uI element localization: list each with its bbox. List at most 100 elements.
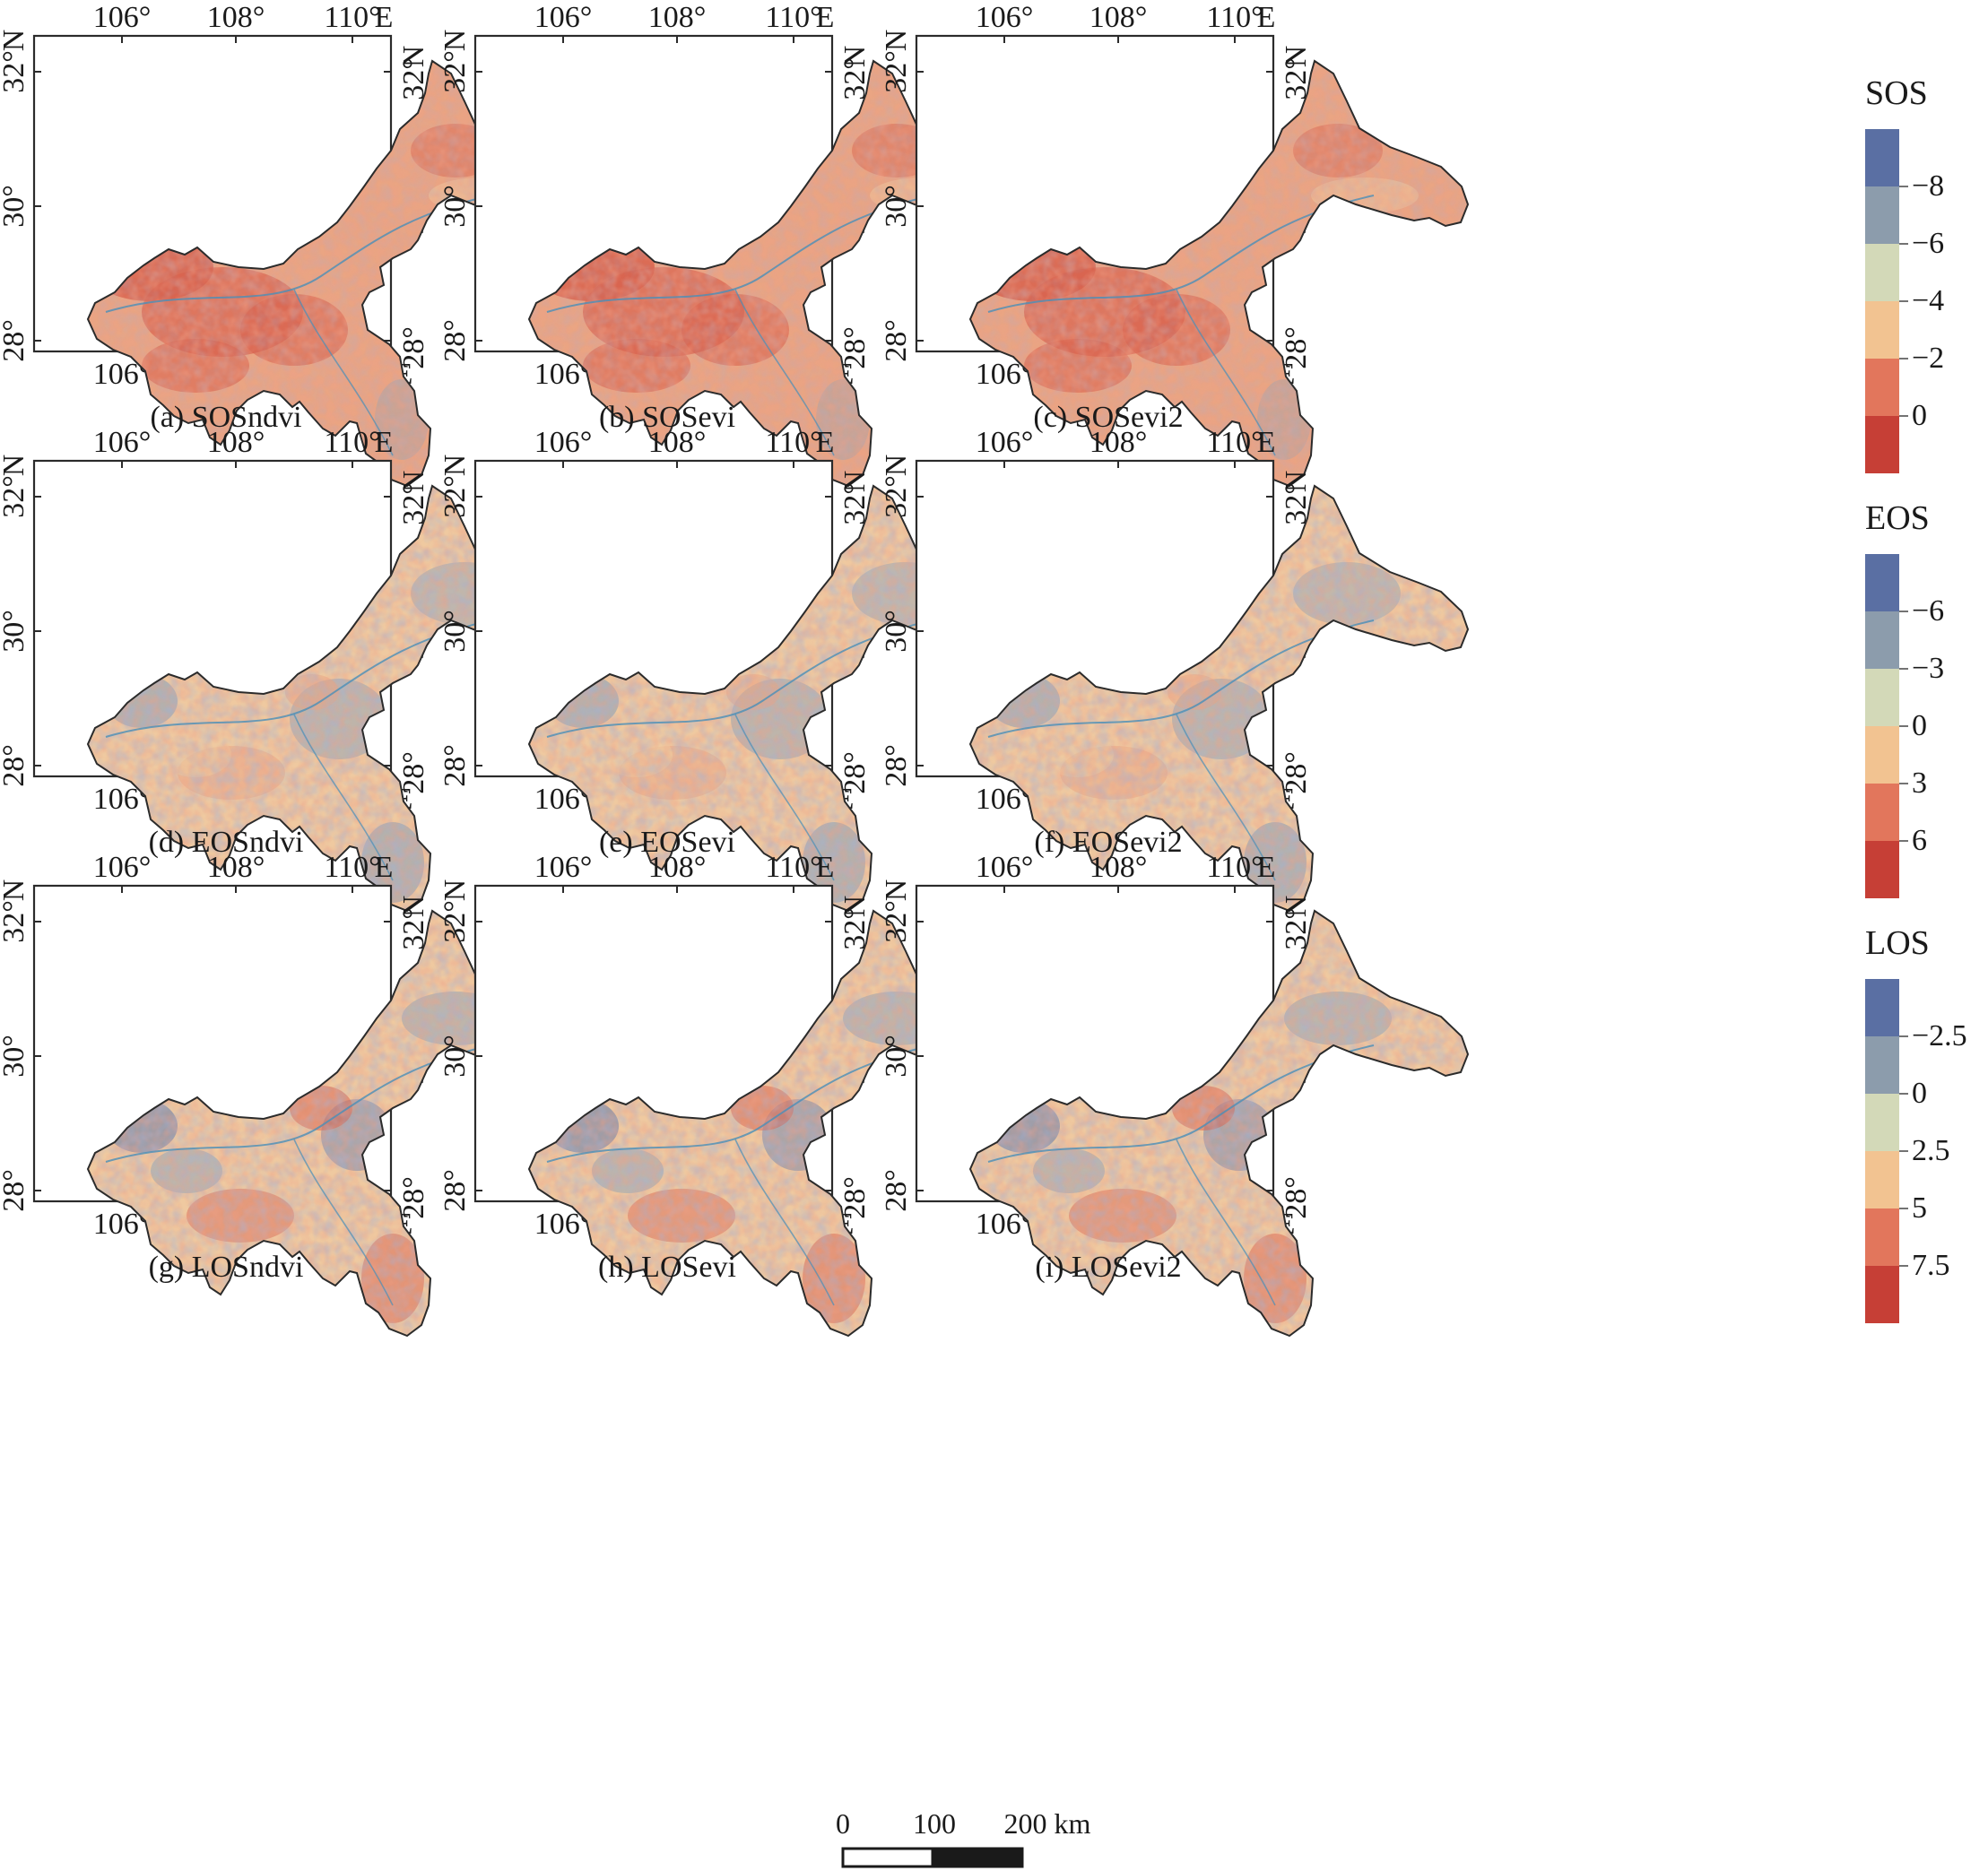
top-lon-label: 106°	[93, 851, 152, 884]
region-outline	[527, 484, 1029, 913]
region-outline	[527, 909, 1029, 1338]
left-lat-label: 32°	[0, 50, 30, 93]
left-lat-label: 28°	[438, 744, 472, 787]
right-lat-label: N	[1280, 46, 1313, 68]
right-lat-label: 28°	[838, 1176, 872, 1219]
legend-label: −6	[1912, 227, 1944, 260]
left-lat-label: N	[0, 455, 30, 477]
top-lon-label: 106°	[534, 851, 593, 884]
river-line	[293, 714, 394, 881]
top-lon-label: 110°	[765, 851, 821, 884]
legend-swatch	[1865, 611, 1899, 669]
panel-caption: (c) SOSevi2	[1033, 401, 1183, 434]
top-lon-label: 110°	[1206, 1, 1263, 34]
river-line	[734, 1139, 835, 1306]
legend-label: 0	[1912, 1077, 1927, 1110]
scale-label-200km: 200 km	[1004, 1807, 1091, 1840]
top-lon-label: E	[816, 851, 835, 884]
scale-label-100: 100	[913, 1807, 956, 1840]
top-lon-label: 108°	[648, 851, 707, 884]
right-lat-label: 28°	[397, 751, 430, 794]
map-panel: 106°108°110°E106°108°110°EN32°30°28°N32°…	[880, 851, 1470, 1338]
left-lat-label: 28°	[438, 319, 472, 362]
left-lat-label: 32°	[880, 900, 913, 943]
panel-caption: (f) EOSevi2	[1034, 826, 1182, 859]
legend-swatch	[1865, 416, 1899, 473]
legend-label: −4	[1912, 284, 1944, 317]
left-lat-label: 28°	[438, 1169, 472, 1212]
left-lat-label: 32°	[880, 50, 913, 93]
river-line	[546, 195, 933, 313]
region-outline	[86, 484, 587, 913]
left-lat-label: 28°	[0, 744, 30, 787]
top-lon-label: 108°	[648, 426, 707, 459]
legend-label: −2	[1912, 342, 1944, 375]
region-outline	[86, 909, 587, 1338]
river-line	[293, 289, 394, 456]
right-lat-label: 28°	[1280, 1176, 1313, 1219]
river-line	[987, 1044, 1375, 1163]
top-lon-label: E	[375, 426, 394, 459]
river-line	[105, 195, 492, 313]
top-lon-label: 110°	[324, 1, 380, 34]
top-lon-label: 108°	[1089, 851, 1148, 884]
top-lon-label: 106°	[976, 426, 1034, 459]
legend-swatch	[1865, 1151, 1899, 1208]
scale-bar-white-segment	[841, 1847, 934, 1868]
river-line	[734, 714, 835, 881]
top-lon-label: 110°	[765, 426, 821, 459]
region-outline	[968, 59, 1470, 488]
top-lon-label: 110°	[765, 1, 821, 34]
legend-label: 0	[1912, 709, 1927, 742]
top-lon-label: E	[816, 426, 835, 459]
legend-title: LOS	[1865, 924, 1930, 962]
river-line	[105, 1044, 492, 1163]
top-lon-label: 110°	[1206, 426, 1263, 459]
legend-swatch	[1865, 1266, 1899, 1323]
legend-swatch	[1865, 726, 1899, 784]
legend-swatch	[1865, 979, 1899, 1036]
right-lat-label: N	[1280, 471, 1313, 493]
top-lon-label: 106°	[976, 1, 1034, 34]
legend-eos: EOS −6 −3 0 3 6	[1865, 499, 1944, 898]
legend-swatch	[1865, 1208, 1899, 1266]
top-lon-label: 110°	[324, 851, 380, 884]
left-lat-label: 30°	[438, 610, 472, 653]
map-panel: 106°108°110°E106°108°110°EN32°30°28°N32°…	[880, 426, 1470, 913]
panel-caption: (d) EOSndvi	[149, 826, 304, 859]
left-lat-label: N	[880, 30, 913, 52]
left-lat-label: 28°	[0, 1169, 30, 1212]
left-lat-label: 32°	[0, 900, 30, 943]
legend-swatch	[1865, 784, 1899, 841]
river-line	[734, 289, 835, 456]
panel-caption: (h) LOSevi	[598, 1251, 736, 1284]
legend-label: 0	[1912, 399, 1927, 432]
legend-label: 2.5	[1912, 1134, 1950, 1167]
right-lat-label: N	[838, 896, 872, 918]
top-lon-label: 108°	[207, 1, 265, 34]
legend-title: EOS	[1865, 499, 1930, 537]
legend-label: −3	[1912, 652, 1944, 685]
top-lon-label: E	[1257, 426, 1276, 459]
legend-swatch	[1865, 554, 1899, 611]
right-lat-label: N	[838, 471, 872, 493]
top-lon-label: 110°	[1206, 851, 1263, 884]
left-lat-label: 32°	[438, 900, 472, 943]
river-line	[546, 619, 933, 738]
panel-caption: (e) EOSevi	[599, 826, 735, 859]
river-line	[987, 619, 1375, 738]
top-lon-label: E	[816, 1, 835, 34]
top-lon-label: 108°	[1089, 426, 1148, 459]
legend-swatch	[1865, 301, 1899, 359]
river-line	[1176, 1139, 1276, 1306]
top-lon-label: E	[375, 1, 394, 34]
river-line	[987, 195, 1375, 313]
left-lat-label: 32°	[0, 475, 30, 518]
right-lat-label: 28°	[1280, 326, 1313, 369]
left-lat-label: N	[880, 455, 913, 477]
scale-bar: 0 100 200 km	[836, 1807, 1091, 1868]
top-lon-label: 108°	[1089, 1, 1148, 34]
right-lat-label: 28°	[838, 751, 872, 794]
legend-swatch	[1865, 841, 1899, 898]
